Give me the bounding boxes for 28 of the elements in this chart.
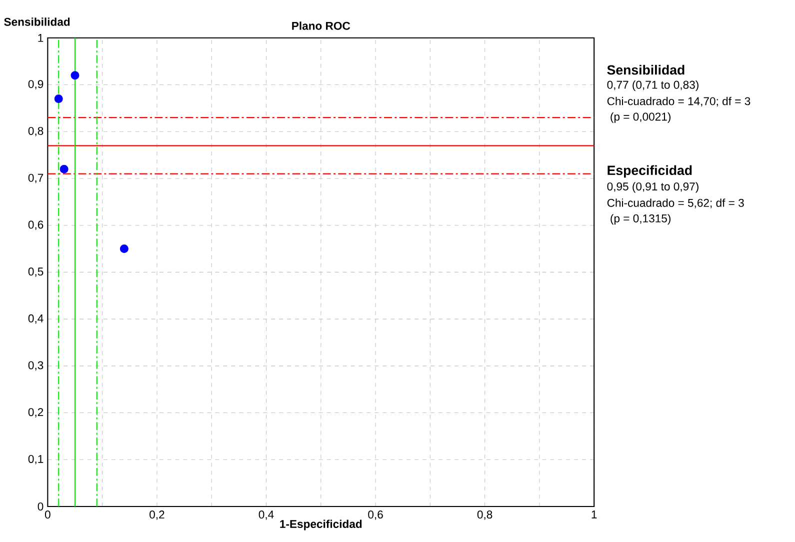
- text: 0,8: [477, 510, 492, 520]
- point: [54, 94, 63, 103]
- text: 0,5: [28, 267, 44, 277]
- text: (p = 0,1315): [610, 214, 670, 224]
- text: Sensibilidad: [607, 64, 684, 74]
- text: 0,95 (0,91 to 0,97): [607, 182, 698, 193]
- x-axis-title: 1-Especificidad: [280, 519, 362, 530]
- text: 0,7: [28, 174, 44, 183]
- text: Chi-cuadrado = 5,62; df = 3: [607, 198, 744, 208]
- text: 0,8: [28, 126, 44, 136]
- text: 0,3: [28, 361, 44, 370]
- text: 0,2: [28, 408, 44, 418]
- text: (p = 0,0021): [610, 112, 670, 123]
- text: 0,1: [28, 454, 44, 464]
- text: 0,6: [368, 510, 383, 520]
- point: [60, 164, 68, 174]
- point: [70, 70, 80, 80]
- text: Chi-cuadrado = 14,70; df = 3: [607, 96, 750, 106]
- text: 0,77 (0,71 to 0,83): [607, 80, 698, 91]
- text: 0,4: [258, 510, 274, 520]
- text: 0,2: [150, 510, 164, 520]
- chart-title: Plano ROC: [292, 21, 350, 30]
- text: 0,4: [28, 314, 44, 324]
- text: 0,9: [28, 80, 44, 90]
- text: Especificidad: [608, 165, 692, 178]
- y-axis-title: Sensibilidad: [4, 17, 70, 26]
- text: 0,6: [28, 220, 44, 230]
- point: [120, 244, 128, 253]
